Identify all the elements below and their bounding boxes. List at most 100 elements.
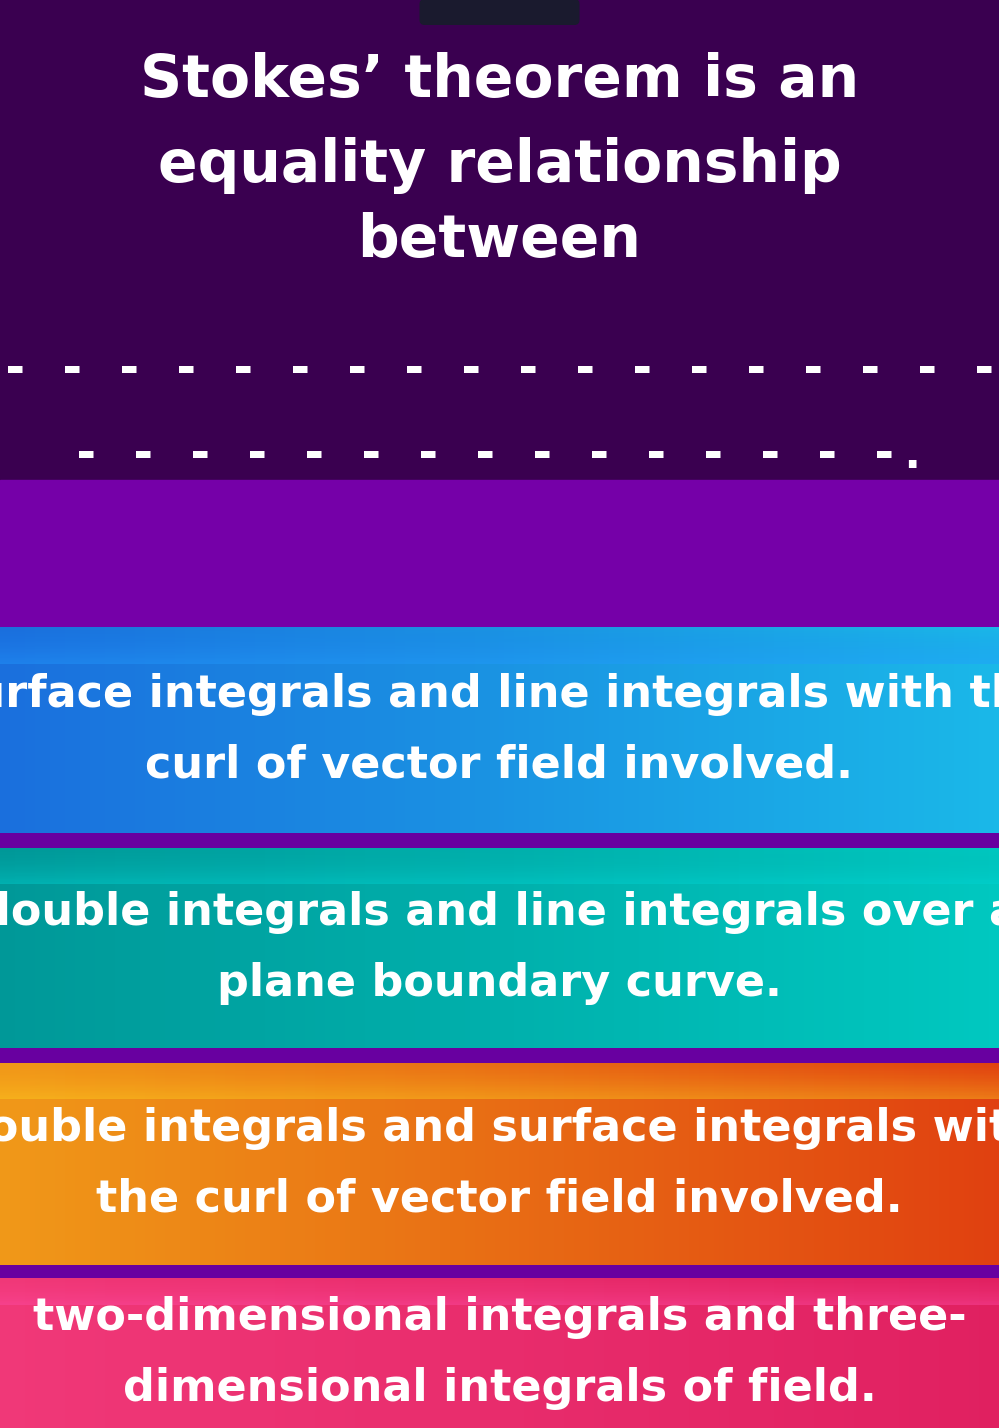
Bar <box>500 1278 506 1428</box>
Bar <box>959 848 966 1048</box>
Bar <box>120 1278 127 1428</box>
Bar <box>944 848 951 1048</box>
Bar <box>55 627 62 833</box>
Bar <box>654 627 661 833</box>
Bar <box>5 848 12 1048</box>
Bar <box>245 848 252 1048</box>
Bar <box>170 627 177 833</box>
Bar <box>724 627 731 833</box>
Bar <box>315 627 322 833</box>
Bar <box>460 1062 467 1265</box>
Bar <box>380 848 387 1048</box>
Bar <box>904 627 911 833</box>
Bar <box>355 1062 362 1265</box>
Bar <box>325 627 332 833</box>
Bar <box>195 848 202 1048</box>
Bar <box>859 848 866 1048</box>
Bar <box>80 1278 87 1428</box>
Bar <box>694 627 701 833</box>
Bar <box>380 627 387 833</box>
Bar <box>504 627 511 833</box>
Bar <box>544 1278 551 1428</box>
Bar <box>495 848 501 1048</box>
Bar <box>564 848 571 1048</box>
Text: double integrals and surface integrals with: double integrals and surface integrals w… <box>0 1107 999 1151</box>
Bar <box>350 848 357 1048</box>
Bar <box>65 1278 72 1428</box>
Bar <box>155 1278 162 1428</box>
Bar <box>794 1278 801 1428</box>
Bar <box>200 848 207 1048</box>
Bar <box>864 1062 871 1265</box>
Bar <box>230 1062 237 1265</box>
Bar <box>629 1278 636 1428</box>
Bar <box>265 1278 272 1428</box>
Bar <box>65 627 72 833</box>
Bar <box>624 1278 631 1428</box>
Bar <box>85 1278 92 1428</box>
Bar <box>155 1062 162 1265</box>
Bar <box>470 848 477 1048</box>
Bar <box>764 627 771 833</box>
Bar <box>15 1062 22 1265</box>
Bar <box>365 1062 372 1265</box>
Bar <box>904 1278 911 1428</box>
Bar <box>355 848 362 1048</box>
Bar <box>120 848 127 1048</box>
Bar <box>694 848 701 1048</box>
Bar <box>415 1062 422 1265</box>
Bar <box>824 627 831 833</box>
Bar <box>834 627 841 833</box>
Bar <box>899 1062 906 1265</box>
Bar <box>380 1278 387 1428</box>
Bar <box>170 1278 177 1428</box>
Bar <box>624 848 631 1048</box>
Bar <box>345 1062 352 1265</box>
Bar <box>440 627 447 833</box>
Bar <box>654 848 661 1048</box>
Bar <box>559 1062 566 1265</box>
Bar <box>120 1062 127 1265</box>
Bar <box>330 627 337 833</box>
Bar <box>40 627 47 833</box>
Bar <box>375 1062 382 1265</box>
Bar <box>594 1062 601 1265</box>
Bar <box>220 848 227 1048</box>
Bar <box>944 1278 951 1428</box>
Bar <box>80 1062 87 1265</box>
Bar <box>40 848 47 1048</box>
Bar <box>480 848 487 1048</box>
Bar <box>265 848 272 1048</box>
Bar <box>480 1062 487 1265</box>
Bar <box>280 1062 287 1265</box>
Bar <box>559 1278 566 1428</box>
Bar <box>594 627 601 833</box>
Bar <box>240 1278 247 1428</box>
Bar <box>904 1062 911 1265</box>
Bar <box>639 1062 646 1265</box>
Bar <box>989 1278 996 1428</box>
Bar <box>460 627 467 833</box>
Bar <box>360 848 367 1048</box>
Bar <box>405 627 412 833</box>
Bar <box>914 848 921 1048</box>
Bar <box>140 627 147 833</box>
Bar <box>894 848 901 1048</box>
Bar <box>300 1062 307 1265</box>
Bar <box>564 627 571 833</box>
Bar <box>799 848 806 1048</box>
Bar <box>554 1278 561 1428</box>
Bar <box>110 848 117 1048</box>
Bar <box>145 627 152 833</box>
Bar <box>240 627 247 833</box>
Bar <box>539 848 546 1048</box>
Bar <box>250 848 257 1048</box>
Bar <box>899 1278 906 1428</box>
Bar <box>275 1062 282 1265</box>
Bar <box>285 848 292 1048</box>
Bar <box>425 627 432 833</box>
Bar <box>10 848 17 1048</box>
Bar <box>25 627 32 833</box>
Bar <box>325 1278 332 1428</box>
Bar <box>924 627 931 833</box>
